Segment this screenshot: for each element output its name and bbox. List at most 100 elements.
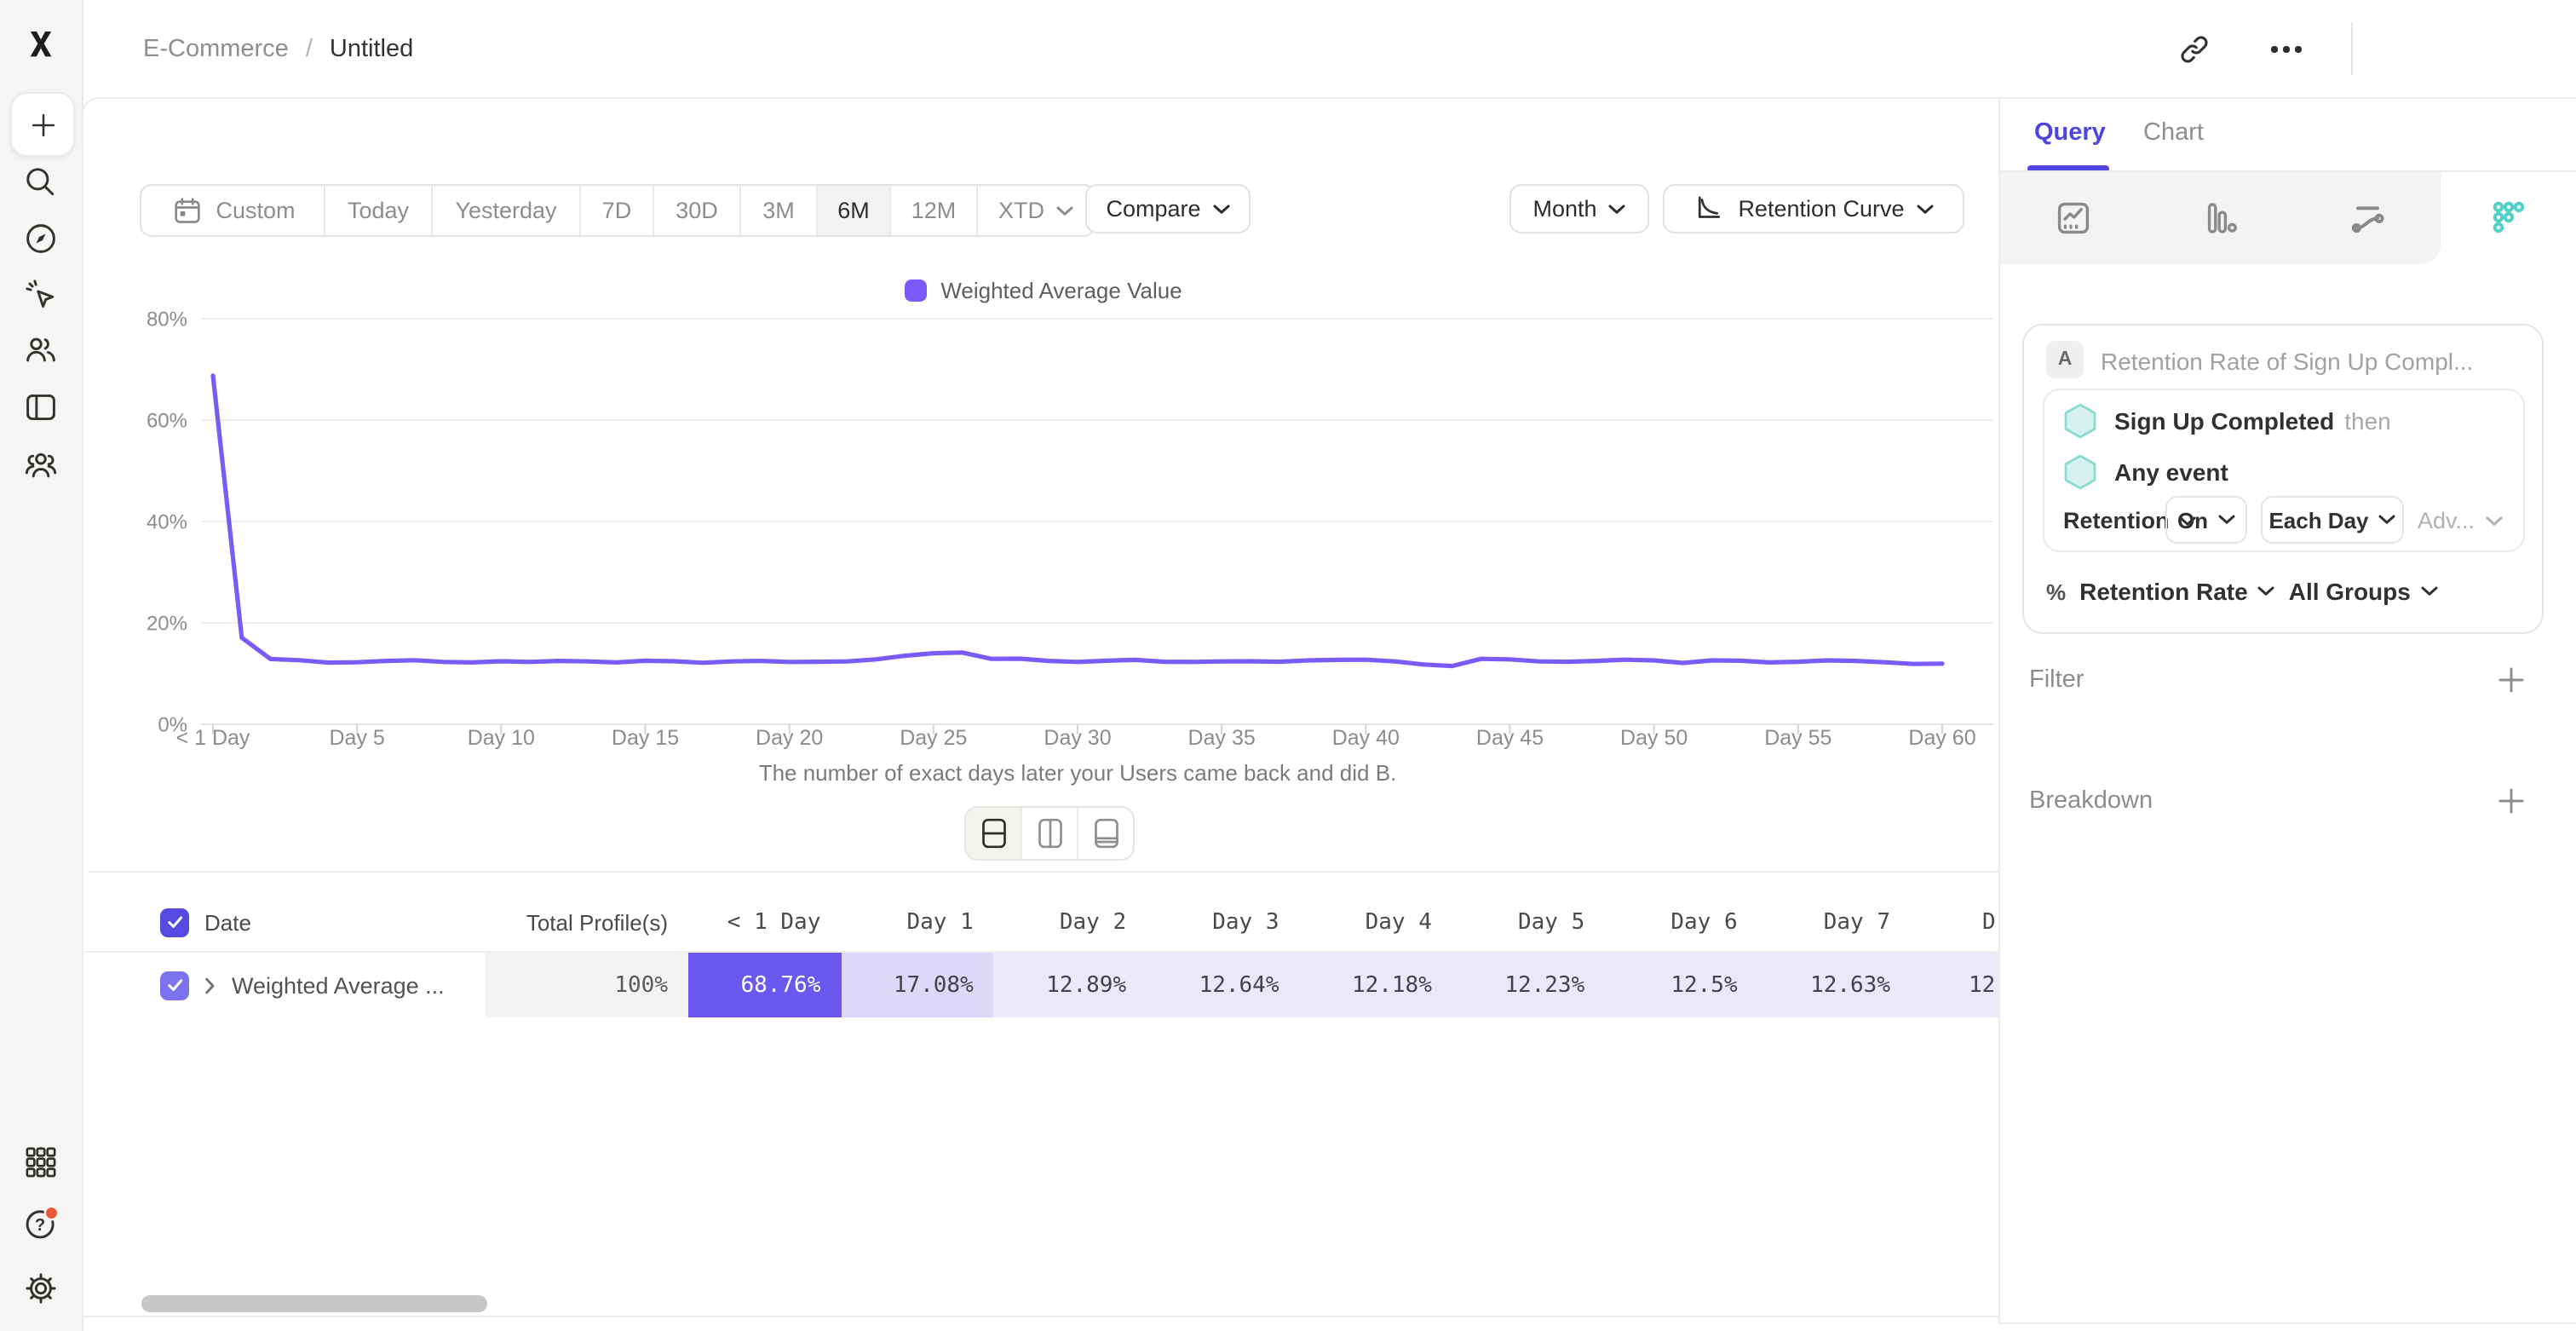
- chart-type-flows-button[interactable]: [2294, 172, 2442, 264]
- event-b-label[interactable]: Any event: [2114, 458, 2228, 486]
- range-yesterday[interactable]: Yesterday: [433, 186, 581, 235]
- step-title[interactable]: Retention Rate of Sign Up Compl...: [2101, 348, 2474, 375]
- range-label: Custom: [216, 198, 296, 223]
- svg-text:Day 10: Day 10: [468, 726, 535, 750]
- apps-button[interactable]: [22, 1144, 60, 1181]
- column-header[interactable]: Day 3: [1212, 909, 1279, 935]
- column-header[interactable]: Day 4: [1365, 909, 1432, 935]
- svg-text:Day 40: Day 40: [1332, 726, 1400, 750]
- row-checkbox[interactable]: [160, 971, 189, 1000]
- share-link-button[interactable]: [2176, 31, 2213, 68]
- view-type-dropdown[interactable]: Retention Curve: [1663, 184, 1964, 233]
- column-header[interactable]: Date: [204, 909, 251, 935]
- event-a-label[interactable]: Sign Up Completed: [2114, 407, 2335, 435]
- settings-button[interactable]: [22, 1270, 60, 1307]
- cell-day-6[interactable]: 12.5%: [1605, 953, 1758, 1017]
- cohorts-button[interactable]: [22, 447, 60, 484]
- legend-swatch: [905, 279, 928, 302]
- help-button[interactable]: ?: [22, 1205, 60, 1242]
- breadcrumb-project[interactable]: E-Commerce: [143, 36, 289, 63]
- compare-button[interactable]: Compare: [1085, 184, 1251, 233]
- cell-day-8-clipped[interactable]: 12.: [1911, 953, 1998, 1017]
- column-header[interactable]: Total Profile(s): [526, 909, 668, 935]
- events-button[interactable]: [22, 276, 60, 314]
- chart-type-funnels-button[interactable]: [2147, 172, 2298, 264]
- users-button[interactable]: [22, 331, 60, 368]
- save-button[interactable]: Save: [2433, 35, 2487, 62]
- layout-split-vertical-button[interactable]: [1022, 808, 1078, 859]
- each-day-dropdown[interactable]: Each Day: [2261, 496, 2404, 544]
- layout-split-horizontal-button[interactable]: [966, 808, 1022, 859]
- filter-section-label: Filter: [2029, 666, 2084, 694]
- event-b-row: Any event: [2063, 453, 2228, 491]
- groups-dropdown[interactable]: All Groups: [2289, 578, 2438, 605]
- range-today[interactable]: Today: [325, 186, 433, 235]
- calendar-icon: [174, 197, 200, 222]
- add-filter-button[interactable]: [2498, 666, 2525, 694]
- hscroll-thumb[interactable]: [141, 1295, 487, 1312]
- cell-day-1[interactable]: 17.08%: [841, 953, 994, 1017]
- notification-dot: [43, 1205, 60, 1221]
- query-step-card: [2022, 324, 2544, 634]
- search-button[interactable]: [22, 164, 60, 201]
- chevron-down-icon: [1609, 204, 1626, 213]
- cell-lt-1-day[interactable]: 68.76%: [688, 953, 842, 1017]
- range-xtd[interactable]: XTD: [978, 186, 1094, 235]
- range-30d[interactable]: 30D: [654, 186, 741, 235]
- help-icon: ?: [26, 1205, 60, 1239]
- cell-day-2[interactable]: 12.89%: [993, 953, 1147, 1017]
- tab-chart[interactable]: Chart: [2143, 119, 2204, 147]
- granularity-dropdown[interactable]: Month: [1509, 184, 1649, 233]
- section-divider: [89, 871, 1998, 873]
- range-6m-active[interactable]: 6M: [818, 186, 891, 235]
- retention-curve-icon: [1699, 196, 1721, 218]
- tab-query[interactable]: Query: [2034, 119, 2106, 147]
- range-custom[interactable]: Custom: [141, 186, 325, 235]
- chevron-down-icon: [2218, 515, 2235, 524]
- breadcrumb-separator: /: [305, 36, 313, 63]
- svg-text:20%: 20%: [147, 612, 187, 635]
- on-dropdown[interactable]: On: [2165, 496, 2247, 544]
- row-label[interactable]: Weighted Average ...: [232, 972, 445, 998]
- chart-type-retention-button-active[interactable]: [2442, 172, 2576, 264]
- discover-button[interactable]: [22, 220, 60, 257]
- retention-line-chart[interactable]: 0% 20% 40% 60% 80% < 1 Day Day 5 Day 10 Day 15 Da…: [89, 273, 1998, 784]
- layout-bottom-panel-button[interactable]: [1078, 808, 1133, 859]
- column-header[interactable]: Day 2: [1059, 909, 1127, 935]
- svg-text:Day 25: Day 25: [900, 726, 967, 750]
- column-header[interactable]: Day 5: [1517, 909, 1585, 935]
- metric-dropdown[interactable]: Retention Rate: [2079, 578, 2275, 605]
- create-new-button[interactable]: [10, 92, 75, 157]
- breadcrumb-report-title[interactable]: Untitled: [329, 36, 414, 63]
- column-header[interactable]: Day 1: [906, 909, 974, 935]
- cell-total-profiles[interactable]: 100%: [486, 953, 688, 1017]
- range-7d[interactable]: 7D: [581, 186, 654, 235]
- advanced-dropdown[interactable]: Adv...: [2418, 508, 2502, 533]
- column-header[interactable]: Day 6: [1670, 909, 1738, 935]
- svg-text:60%: 60%: [147, 409, 187, 432]
- cell-day-7[interactable]: 12.63%: [1757, 953, 1911, 1017]
- check-icon: [167, 916, 182, 928]
- cell-day-4[interactable]: 12.18%: [1299, 953, 1452, 1017]
- board-icon: [26, 394, 55, 421]
- range-3m[interactable]: 3M: [741, 186, 818, 235]
- select-all-checkbox[interactable]: [160, 908, 189, 936]
- chevron-down-icon: [2421, 586, 2438, 596]
- range-12m[interactable]: 12M: [891, 186, 978, 235]
- step-badge: A: [2046, 341, 2084, 378]
- column-header[interactable]: Day 7: [1823, 909, 1890, 935]
- split-horizontal-icon: [981, 818, 1005, 849]
- chart-legend[interactable]: Weighted Average Value: [89, 278, 1998, 303]
- retention-type-dropdown[interactable]: Retention: [2063, 508, 2197, 533]
- column-header[interactable]: < 1 Day: [727, 909, 821, 935]
- column-header-clipped[interactable]: D: [1982, 909, 1996, 935]
- chart-type-insights-button[interactable]: [1999, 172, 2151, 264]
- expand-chevron-icon[interactable]: [204, 976, 216, 994]
- cell-day-5[interactable]: 12.23%: [1452, 953, 1606, 1017]
- boards-button[interactable]: [22, 389, 60, 426]
- add-breakdown-button[interactable]: [2498, 787, 2525, 815]
- cell-day-3[interactable]: 12.64%: [1147, 953, 1300, 1017]
- active-tab-underline: [2027, 165, 2109, 172]
- more-options-button[interactable]: [2271, 46, 2301, 52]
